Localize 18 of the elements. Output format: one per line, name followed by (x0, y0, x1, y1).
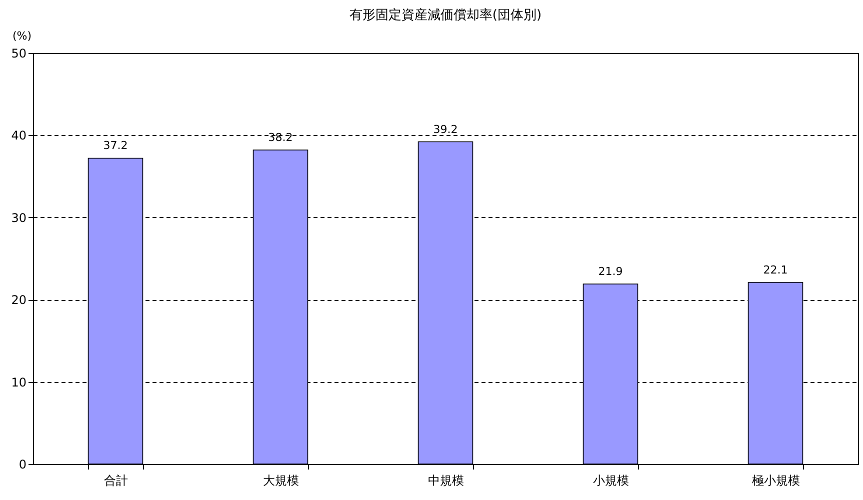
data-label: 38.2 (268, 130, 293, 144)
y-tick-label: 30 (11, 210, 26, 225)
data-label: 22.1 (763, 263, 788, 276)
x-tick-label: 合計 (104, 474, 128, 488)
y-tick-label: 10 (11, 375, 26, 390)
data-label: 37.2 (103, 139, 128, 152)
y-tick-label: 0 (18, 458, 26, 472)
x-tick-label: 大規模 (263, 474, 299, 488)
data-label: 21.9 (598, 264, 623, 278)
chart-title: 有形固定資産減価償却率(団体別) (349, 7, 542, 23)
y-tick-label: 50 (11, 46, 26, 60)
x-tick-label: 極小規模 (752, 474, 800, 488)
y-axis-title: (%) (12, 30, 32, 42)
x-tick-label: 小規模 (593, 474, 629, 488)
y-tick-label: 40 (11, 128, 26, 143)
x-tick-label: 中規模 (428, 474, 464, 488)
y-tick-label: 20 (11, 293, 26, 308)
data-label: 39.2 (433, 122, 458, 136)
